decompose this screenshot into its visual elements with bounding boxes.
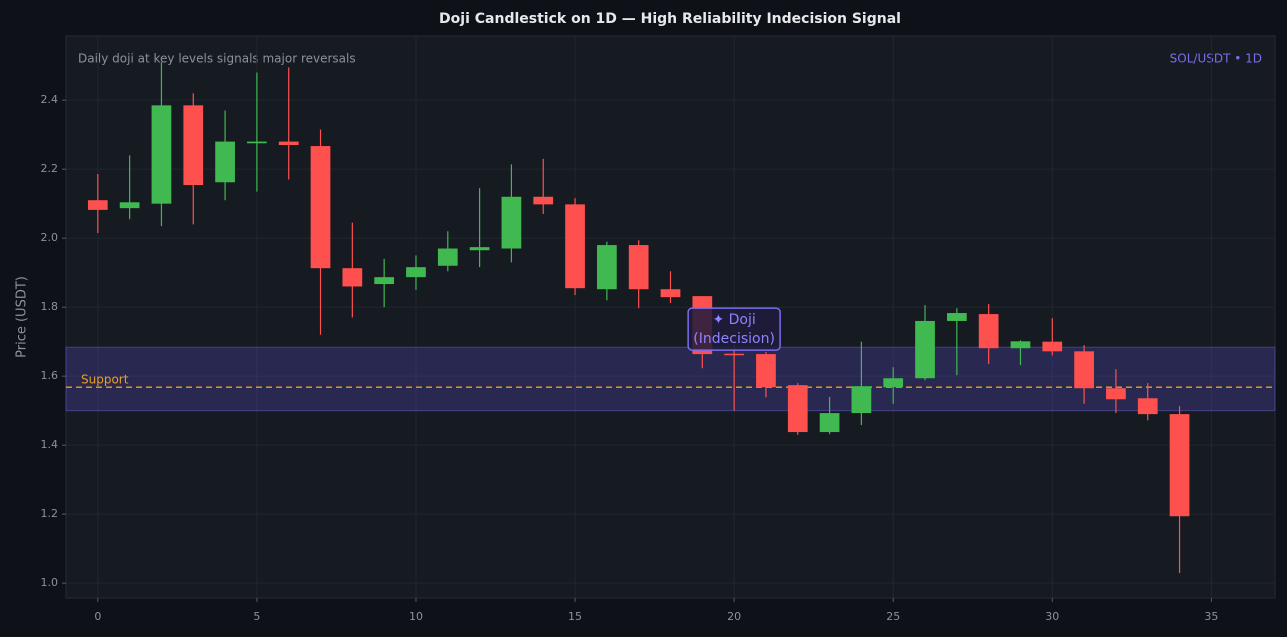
x-tick-label: 10 (409, 610, 423, 623)
y-tick-label: 2.2 (41, 162, 59, 175)
candle-body (533, 196, 554, 205)
candle-body (437, 248, 458, 266)
candle-body (183, 105, 204, 186)
y-tick-label: 1.4 (41, 438, 59, 451)
candle-body (819, 413, 840, 433)
candle-body (946, 313, 967, 321)
candle-body (1010, 341, 1031, 349)
candle-body (597, 245, 617, 290)
candle-body (660, 289, 681, 298)
y-tick-label: 2.4 (41, 93, 59, 106)
x-tick-label: 5 (253, 610, 260, 623)
subtitle: Daily doji at key levels signals major r… (78, 52, 356, 66)
y-tick-label: 1.6 (41, 369, 59, 382)
y-tick-label: 1.2 (41, 507, 59, 520)
plot-area (65, 35, 1276, 599)
candle-body (1169, 414, 1190, 517)
candle-body (883, 378, 904, 388)
candle-body (374, 277, 395, 285)
chart-title: Doji Candlestick on 1D — High Reliabilit… (439, 11, 901, 27)
y-axis-label: Price (USDT) (15, 276, 30, 358)
candle-body (406, 267, 426, 278)
candle-body (501, 196, 522, 249)
symbol-label: SOL/USDT • 1D (1170, 52, 1262, 66)
y-tick-label: 1.8 (41, 300, 59, 313)
candle-body (119, 202, 140, 209)
annotation-text: (Indecision) (693, 331, 775, 347)
candle-body (787, 385, 808, 433)
candle-body (87, 200, 108, 210)
x-tick-label: 30 (1045, 610, 1059, 623)
x-tick-label: 15 (568, 610, 582, 623)
x-tick-label: 0 (94, 610, 101, 623)
annotation-box (687, 307, 781, 351)
annotation-text: ✦ Doji (712, 312, 755, 328)
candle-body (1106, 388, 1126, 400)
x-tick-label: 25 (886, 610, 900, 623)
candle-body (278, 141, 299, 146)
support-label: Support (81, 373, 129, 387)
support-zone (65, 346, 1276, 412)
candle-body (151, 105, 172, 204)
candle-body (565, 204, 585, 289)
candle-body (915, 320, 935, 379)
candle-body (978, 314, 999, 349)
candle-body (342, 268, 363, 287)
candle-body (851, 386, 872, 414)
y-tick-label: 2.0 (41, 231, 59, 244)
x-tick-label: 35 (1204, 610, 1218, 623)
annotation: ✦ Doji (Indecision) (687, 307, 781, 351)
y-tick-label: 1.0 (41, 576, 59, 589)
candle-body (756, 354, 776, 388)
candle-body (1137, 398, 1158, 415)
candle-body (724, 353, 744, 356)
candle-body (1042, 341, 1063, 352)
x-tick-label: 20 (727, 610, 741, 623)
candle-body (469, 247, 490, 251)
candle-body (215, 141, 235, 183)
candle-body (310, 146, 331, 269)
candle-body (628, 245, 649, 290)
candle-body (1074, 351, 1094, 389)
candle-body (247, 141, 267, 144)
